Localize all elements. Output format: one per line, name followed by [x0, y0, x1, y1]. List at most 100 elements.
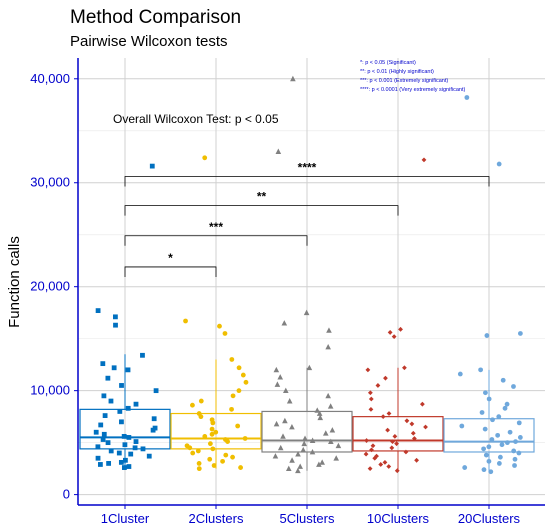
- data-point: [300, 446, 307, 453]
- data-point: [504, 440, 510, 446]
- data-point: [230, 393, 236, 399]
- data-point: [374, 453, 379, 459]
- legend-entry: ****: p < 0.0001 (Very extremely signifi…: [360, 87, 465, 93]
- data-point: [490, 417, 495, 423]
- data-point: [125, 367, 131, 373]
- data-point: [149, 163, 155, 169]
- data-point: [369, 447, 374, 453]
- data-point: [316, 461, 322, 467]
- data-point: [479, 410, 485, 415]
- legend-entry: ***: p < 0.001 (Extremely significant): [360, 78, 448, 84]
- data-point: [409, 421, 415, 427]
- data-point: [387, 330, 393, 335]
- data-point: [375, 383, 381, 388]
- data-point: [119, 419, 124, 425]
- data-point: [128, 451, 134, 457]
- data-point: [195, 448, 201, 454]
- data-point: [325, 343, 331, 350]
- data-point: [190, 402, 195, 408]
- data-point: [496, 461, 502, 466]
- data-point: [123, 457, 128, 463]
- data-point: [302, 435, 308, 441]
- data-point: [238, 465, 243, 470]
- data-point: [117, 409, 123, 414]
- data-point: [196, 466, 202, 472]
- data-point: [394, 468, 400, 474]
- data-point: [277, 374, 284, 380]
- chart-title: Method Comparison: [70, 7, 241, 28]
- data-point: [101, 393, 107, 399]
- data-point: [153, 388, 159, 394]
- data-point: [390, 439, 395, 444]
- data-point: [496, 414, 502, 420]
- data-point: [273, 420, 280, 427]
- x-tick-label: 1Cluster: [101, 511, 150, 526]
- data-point: [329, 427, 336, 433]
- data-point: [236, 388, 242, 394]
- significance-label: *: [168, 251, 173, 265]
- data-point: [326, 327, 332, 333]
- data-point: [367, 390, 373, 396]
- data-point: [486, 396, 492, 402]
- data-point: [319, 459, 325, 465]
- data-point: [484, 333, 490, 338]
- x-tick-label: 10Clusters: [367, 511, 430, 526]
- data-point: [402, 365, 407, 371]
- data-point: [391, 334, 397, 339]
- data-point: [211, 463, 217, 468]
- data-point: [102, 413, 108, 418]
- data-point: [152, 425, 158, 431]
- data-point: [297, 463, 303, 469]
- data-point: [386, 411, 392, 416]
- data-point: [502, 405, 508, 411]
- data-point: [382, 459, 388, 465]
- data-point: [126, 464, 132, 469]
- significance-label: ***: [209, 220, 223, 234]
- data-point: [125, 405, 131, 411]
- data-point: [512, 456, 518, 462]
- data-point: [151, 416, 157, 422]
- data-point: [217, 323, 222, 329]
- data-point: [459, 423, 465, 429]
- data-point: [504, 401, 510, 407]
- significance-label: **: [257, 190, 267, 204]
- data-point: [295, 467, 301, 474]
- data-point: [118, 459, 124, 465]
- data-point: [274, 381, 281, 387]
- data-point: [126, 435, 132, 440]
- data-point: [133, 439, 139, 444]
- overall-test-annotation: Overall Wilcoxon Test: p < 0.05: [113, 112, 279, 126]
- data-point: [457, 371, 463, 377]
- data-point: [207, 441, 213, 447]
- y-tick-label: 30,000: [30, 175, 70, 190]
- data-point: [363, 451, 369, 457]
- data-point: [289, 424, 295, 430]
- data-point: [282, 417, 288, 424]
- data-point: [146, 453, 152, 459]
- data-point: [243, 379, 249, 385]
- data-point: [482, 426, 488, 432]
- data-point: [202, 155, 208, 161]
- legend-entry: **: p < 0.01 (Highly significant): [360, 69, 434, 75]
- data-point: [516, 450, 522, 456]
- significance-bracket: [124, 205, 399, 216]
- data-point: [511, 448, 517, 454]
- data-point: [322, 430, 329, 436]
- data-point: [121, 433, 127, 439]
- data-point: [464, 95, 470, 100]
- chart-subtitle: Pairwise Wilcoxon tests: [70, 33, 228, 50]
- box: [261, 410, 353, 453]
- data-point: [286, 398, 293, 404]
- data-points: [93, 75, 523, 475]
- significance-label: ****: [298, 161, 317, 175]
- data-point: [380, 414, 386, 420]
- x-tick-label: 2Clusters: [189, 511, 244, 526]
- data-point: [497, 454, 503, 460]
- data-point: [488, 469, 494, 475]
- data-point: [499, 442, 505, 448]
- data-point: [378, 462, 384, 467]
- data-point: [389, 445, 395, 451]
- significance-bracket: [124, 235, 308, 246]
- data-point: [282, 387, 289, 394]
- data-point: [220, 458, 225, 464]
